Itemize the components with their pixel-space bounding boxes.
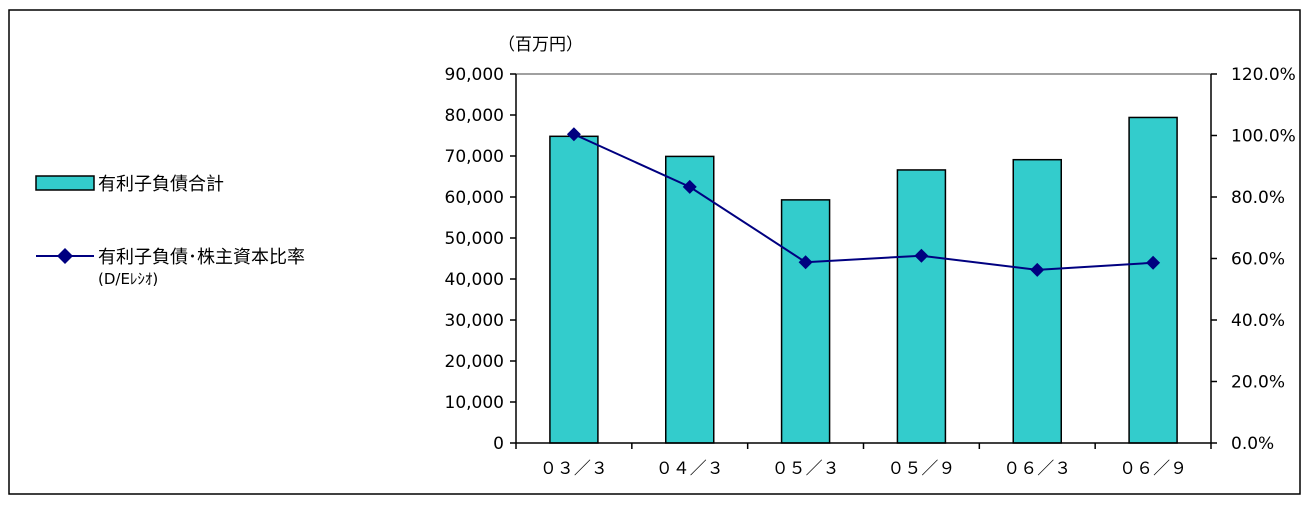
right-tick-label-3: 60.0%	[1231, 250, 1285, 270]
left-tick-label-2: 20,000	[445, 352, 504, 372]
right-tick-label-4: 80.0%	[1231, 188, 1285, 208]
left-tick-label-8: 80,000	[445, 106, 504, 126]
left-tick-label-1: 10,000	[445, 393, 504, 413]
left-tick-label-5: 50,000	[445, 229, 504, 249]
legend: 有利子負債合計 有利子負債･株主資本比率 (D/Eﾚｼｵ)	[35, 174, 305, 288]
left-tick-label-6: 60,000	[445, 188, 504, 208]
ratio-point-4	[1030, 262, 1045, 277]
x-tick-label-5: ０６／９	[1119, 459, 1187, 479]
unit-label: （百万円）	[498, 35, 583, 55]
bar-4	[1012, 158, 1062, 444]
right-tick-label-0: 0.0%	[1231, 434, 1274, 454]
left-tick-label-7: 70,000	[445, 147, 504, 167]
bar-2	[780, 199, 831, 444]
bar-1	[665, 155, 715, 444]
right-tick-label-5: 100.0%	[1231, 127, 1296, 147]
ratio-point-1	[682, 179, 697, 194]
x-tick-label-0: ０３／３	[540, 459, 608, 479]
x-tick-label-4: ０６／３	[1003, 459, 1071, 479]
x-tick-label-1: ０４／３	[656, 459, 724, 479]
legend-line-label-ratio: (D/Eﾚｼｵ)	[98, 270, 158, 288]
bar-0	[549, 135, 599, 444]
right-tick-label-1: 20.0%	[1231, 373, 1285, 393]
right-tick-label-2: 40.0%	[1231, 311, 1285, 331]
ratio-point-2	[798, 255, 813, 270]
legend-line-marker	[57, 248, 73, 264]
legend-bar-swatch	[35, 175, 95, 191]
ratio-point-0	[566, 127, 581, 142]
legend-bar-label: 有利子負債合計	[98, 174, 224, 195]
ratio-point-5	[1146, 255, 1161, 270]
chart-border	[8, 9, 1301, 495]
x-tick-label-3: ０５／９	[887, 459, 955, 479]
left-tick-label-0: 0	[493, 434, 504, 454]
legend-line-label: 有利子負債･株主資本比率	[98, 247, 305, 268]
right-tick-label-6: 120.0%	[1231, 65, 1296, 85]
plot-area: 0 10,000 20,000 30,000 40,000 50,000 60,000 70,…	[445, 65, 1296, 479]
left-tick-label-3: 30,000	[445, 311, 504, 331]
left-tick-label-4: 40,000	[445, 270, 504, 290]
ratio-point-3	[914, 248, 929, 263]
ratio-line	[573, 133, 1154, 271]
bar-5	[1128, 116, 1178, 444]
bar-3	[896, 169, 947, 444]
x-tick-label-2: ０５／３	[772, 459, 840, 479]
left-tick-label-9: 90,000	[445, 65, 504, 85]
